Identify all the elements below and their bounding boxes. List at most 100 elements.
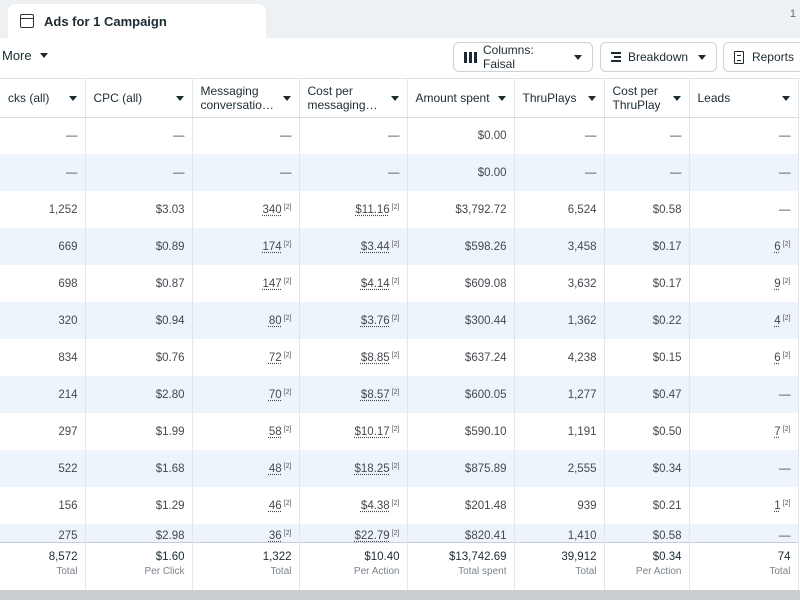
table-cell: —	[604, 117, 690, 154]
cell-value[interactable]: $8.57	[360, 388, 390, 401]
footnote-marker: [2]	[782, 499, 791, 507]
table-row[interactable]: — — — — $0.00 — — —	[0, 117, 799, 154]
cell-value: —	[670, 166, 682, 179]
table-body: — — — — $0.00— — — — — — — $0.00— — —1,252 $3.03 340 [2]…	[0, 117, 799, 590]
table-row[interactable]: 275 $2.98 36 [2] $22.79 [2] $820.41 1,410 $0.58—	[0, 524, 799, 542]
table-cell: $0.00	[407, 117, 515, 154]
cell-value[interactable]: $10.17	[354, 425, 390, 438]
cell-value[interactable]: 6	[774, 351, 781, 364]
cell-value: $0.50	[652, 425, 682, 438]
column-header[interactable]: CPC (all)	[85, 79, 193, 118]
column-header[interactable]: Cost per messaging…	[299, 79, 408, 118]
cell-value[interactable]: $4.38	[360, 499, 390, 512]
column-header-label: CPC (all)	[93, 90, 143, 105]
table-cell: 46 [2]	[192, 487, 300, 524]
table-cell: —	[0, 154, 86, 191]
cell-value[interactable]: 58	[268, 425, 282, 438]
total-value: $0.34	[652, 550, 682, 563]
cell-value: —	[173, 129, 185, 142]
cell-value[interactable]: 6	[774, 240, 781, 253]
table-row[interactable]: 522 $1.68 48 [2] $18.25 [2] $875.89 2,555 $0.34—	[0, 450, 799, 487]
table-cell: $0.94	[85, 302, 193, 339]
column-header[interactable]: Messaging conversatio…	[192, 79, 300, 118]
breakdown-button[interactable]: Breakdown	[600, 42, 717, 72]
cell-value: 522	[58, 462, 78, 475]
table-row[interactable]: 214 $2.80 70 [2] $8.57 [2] $600.05 1,277 $0.47—	[0, 376, 799, 413]
cell-value[interactable]: $18.25	[354, 462, 390, 475]
ads-table-container[interactable]: cks (all) CPC (all) Messaging conversatio……	[0, 78, 800, 590]
cell-value[interactable]: $11.16	[355, 203, 390, 216]
table-cell: $0.34	[604, 450, 690, 487]
sort-caret-icon[interactable]	[175, 96, 184, 101]
sort-caret-icon[interactable]	[497, 96, 506, 101]
cell-value: $590.10	[464, 425, 507, 438]
table-cell: 340 [2]	[192, 191, 300, 228]
cell-value[interactable]: 80	[268, 314, 282, 327]
cell-value[interactable]: $4.14	[360, 277, 390, 290]
cell-value: $0.00	[477, 166, 507, 179]
footnote-marker: [2]	[391, 203, 400, 211]
table-row[interactable]: 698 $0.87 147 [2] $4.14 [2] $609.08 3,632 $0.17 9…	[0, 265, 799, 302]
sort-caret-icon[interactable]	[390, 96, 399, 101]
cell-value: $0.17	[652, 240, 682, 253]
cell-value: 4,238	[567, 351, 597, 364]
cell-value[interactable]: $3.44	[360, 240, 390, 253]
cell-value[interactable]: 340	[262, 203, 282, 216]
cell-value: $0.58	[652, 203, 682, 216]
table-cell: 6 [2]	[689, 339, 799, 376]
cell-value[interactable]: 147	[262, 277, 282, 290]
table-cell: $2.80	[85, 376, 193, 413]
cell-value[interactable]: $8.85	[360, 351, 390, 364]
cell-value: —	[280, 129, 292, 142]
cell-value[interactable]: $3.76	[360, 314, 390, 327]
cell-value[interactable]: 70	[268, 388, 282, 401]
campaign-tab[interactable]: Ads for 1 Campaign	[8, 4, 266, 38]
cell-value: $598.26	[464, 240, 507, 253]
table-cell: $598.26	[407, 228, 515, 265]
total-label: Total spent	[458, 565, 507, 577]
column-header[interactable]: ThruPlays	[514, 79, 605, 118]
column-header[interactable]: cks (all)	[0, 79, 86, 118]
table-row[interactable]: 1,252 $3.03 340 [2] $11.16 [2] $3,792.72 6,524 $…	[0, 191, 799, 228]
ads-table: cks (all) CPC (all) Messaging conversatio……	[0, 79, 799, 590]
cell-value[interactable]: 48	[268, 462, 282, 475]
cell-value[interactable]: 9	[774, 277, 781, 290]
reports-button[interactable]: Reports	[723, 42, 800, 72]
cell-value: 156	[58, 499, 78, 512]
cell-value: $2.80	[155, 388, 185, 401]
total-label: Per Action	[635, 565, 682, 577]
table-cell: $0.47	[604, 376, 690, 413]
cell-value: $875.89	[464, 462, 507, 475]
column-header[interactable]: Cost per ThruPlay	[604, 79, 690, 118]
horizontal-scrollbar[interactable]	[0, 590, 800, 600]
cell-value: —	[585, 129, 597, 142]
table-row[interactable]: 669 $0.89 174 [2] $3.44 [2] $598.26 3,458 $0.17 6…	[0, 228, 799, 265]
cell-value[interactable]: 4	[774, 314, 781, 327]
column-header[interactable]: Leads	[689, 79, 799, 118]
table-cell: $600.05	[407, 376, 515, 413]
cell-value[interactable]: 1	[774, 499, 781, 512]
column-header[interactable]: Amount spent	[407, 79, 515, 118]
cell-value: 2,555	[567, 462, 597, 475]
sort-caret-icon[interactable]	[282, 96, 291, 101]
table-row[interactable]: 834 $0.76 72 [2] $8.85 [2] $637.24 4,238 $0.15 6[…	[0, 339, 799, 376]
sort-caret-icon[interactable]	[68, 96, 77, 101]
cell-value[interactable]: 7	[774, 425, 781, 438]
footnote-marker: [2]	[391, 351, 400, 359]
table-row[interactable]: 320 $0.94 80 [2] $3.76 [2] $300.44 1,362 $0.22 4[…	[0, 302, 799, 339]
cell-value: $0.87	[155, 277, 185, 290]
cell-value[interactable]: 72	[268, 351, 282, 364]
columns-button[interactable]: Columns: Faisal	[453, 42, 593, 72]
sort-caret-icon[interactable]	[587, 96, 596, 101]
more-label: More	[2, 48, 32, 63]
table-row[interactable]: 156 $1.29 46 [2] $4.38 [2] $201.48 939 $0.21 1 [2]	[0, 487, 799, 524]
cell-value[interactable]: 174	[262, 240, 282, 253]
table-row[interactable]: 297 $1.99 58 [2] $10.17 [2] $590.10 1,191 $0.50 7…	[0, 413, 799, 450]
table-row[interactable]: — — — — $0.00 — — —	[0, 154, 799, 191]
cell-value[interactable]: 36	[268, 529, 282, 542]
sort-caret-icon[interactable]	[781, 96, 790, 101]
cell-value[interactable]: $22.79	[354, 529, 390, 542]
sort-caret-icon[interactable]	[672, 96, 681, 101]
more-button[interactable]: More	[2, 48, 48, 63]
cell-value[interactable]: 46	[268, 499, 282, 512]
